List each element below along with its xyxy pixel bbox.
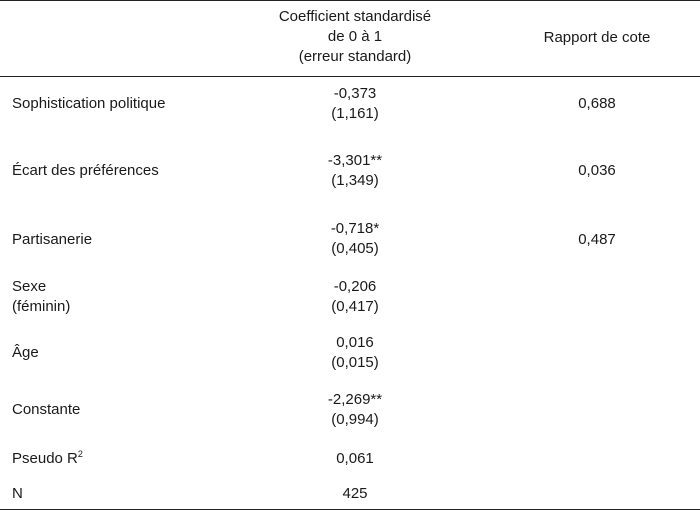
- statistic-value: 425: [342, 485, 368, 502]
- superscript: 2: [77, 449, 83, 459]
- header-coefficient: Coefficient standardisé de 0 à 1 (erreur…: [240, 7, 470, 67]
- row-label-line2: (féminin): [12, 298, 71, 315]
- coefficient-value: -3,301**: [327, 152, 383, 169]
- row-label: Partisanerie: [12, 231, 93, 248]
- coefficient-cell: -3,301** (1,349): [290, 151, 420, 191]
- row-label: Écart des préférences: [12, 162, 159, 179]
- top-rule: [0, 0, 700, 1]
- standard-error-value: (0,417): [331, 298, 379, 315]
- standard-error-value: (0,994): [331, 411, 379, 428]
- row-label: Âge: [12, 344, 39, 361]
- odds-ratio-value: 0,688: [578, 95, 616, 112]
- row-label: Constante: [12, 401, 81, 418]
- header-coefficient-line3: (erreur standard): [298, 48, 412, 65]
- header-rule: [0, 76, 700, 77]
- standard-error-value: (1,161): [331, 105, 379, 122]
- standard-error-value: (0,405): [331, 240, 379, 257]
- row-label-line1: Sexe: [12, 278, 47, 295]
- standard-error-value: (0,015): [331, 354, 379, 371]
- header-coefficient-line2: de 0 à 1: [327, 28, 383, 45]
- row-label-text: Pseudo R: [12, 450, 78, 467]
- statistic-value: 0,061: [336, 450, 374, 467]
- row-label: Sexe (féminin): [12, 277, 70, 317]
- coefficient-cell: -0,373 (1,161): [290, 84, 420, 124]
- bottom-rule: [0, 509, 700, 510]
- row-label: N: [12, 485, 23, 502]
- coefficient-value: 0,016: [336, 334, 374, 351]
- coefficient-value: -0,206: [333, 278, 377, 295]
- odds-ratio-value: 0,036: [578, 162, 616, 179]
- coefficient-cell: -0,206 (0,417): [290, 277, 420, 317]
- row-label: Sophistication politique: [12, 95, 166, 112]
- standard-error-value: (1,349): [331, 172, 379, 189]
- coefficient-cell: -0,718* (0,405): [290, 219, 420, 259]
- coefficient-value: -2,269**: [327, 391, 383, 408]
- odds-ratio-value: 0,487: [578, 231, 616, 248]
- coefficient-cell: 0,016 (0,015): [290, 333, 420, 373]
- coefficient-value: -0,373: [333, 85, 377, 102]
- row-label: Pseudo R2: [12, 449, 83, 469]
- coefficient-value: -0,718*: [330, 220, 380, 237]
- coefficient-cell: -2,269** (0,994): [290, 390, 420, 430]
- header-coefficient-line1: Coefficient standardisé: [278, 8, 432, 25]
- header-odds-ratio: Rapport de cote: [543, 29, 651, 46]
